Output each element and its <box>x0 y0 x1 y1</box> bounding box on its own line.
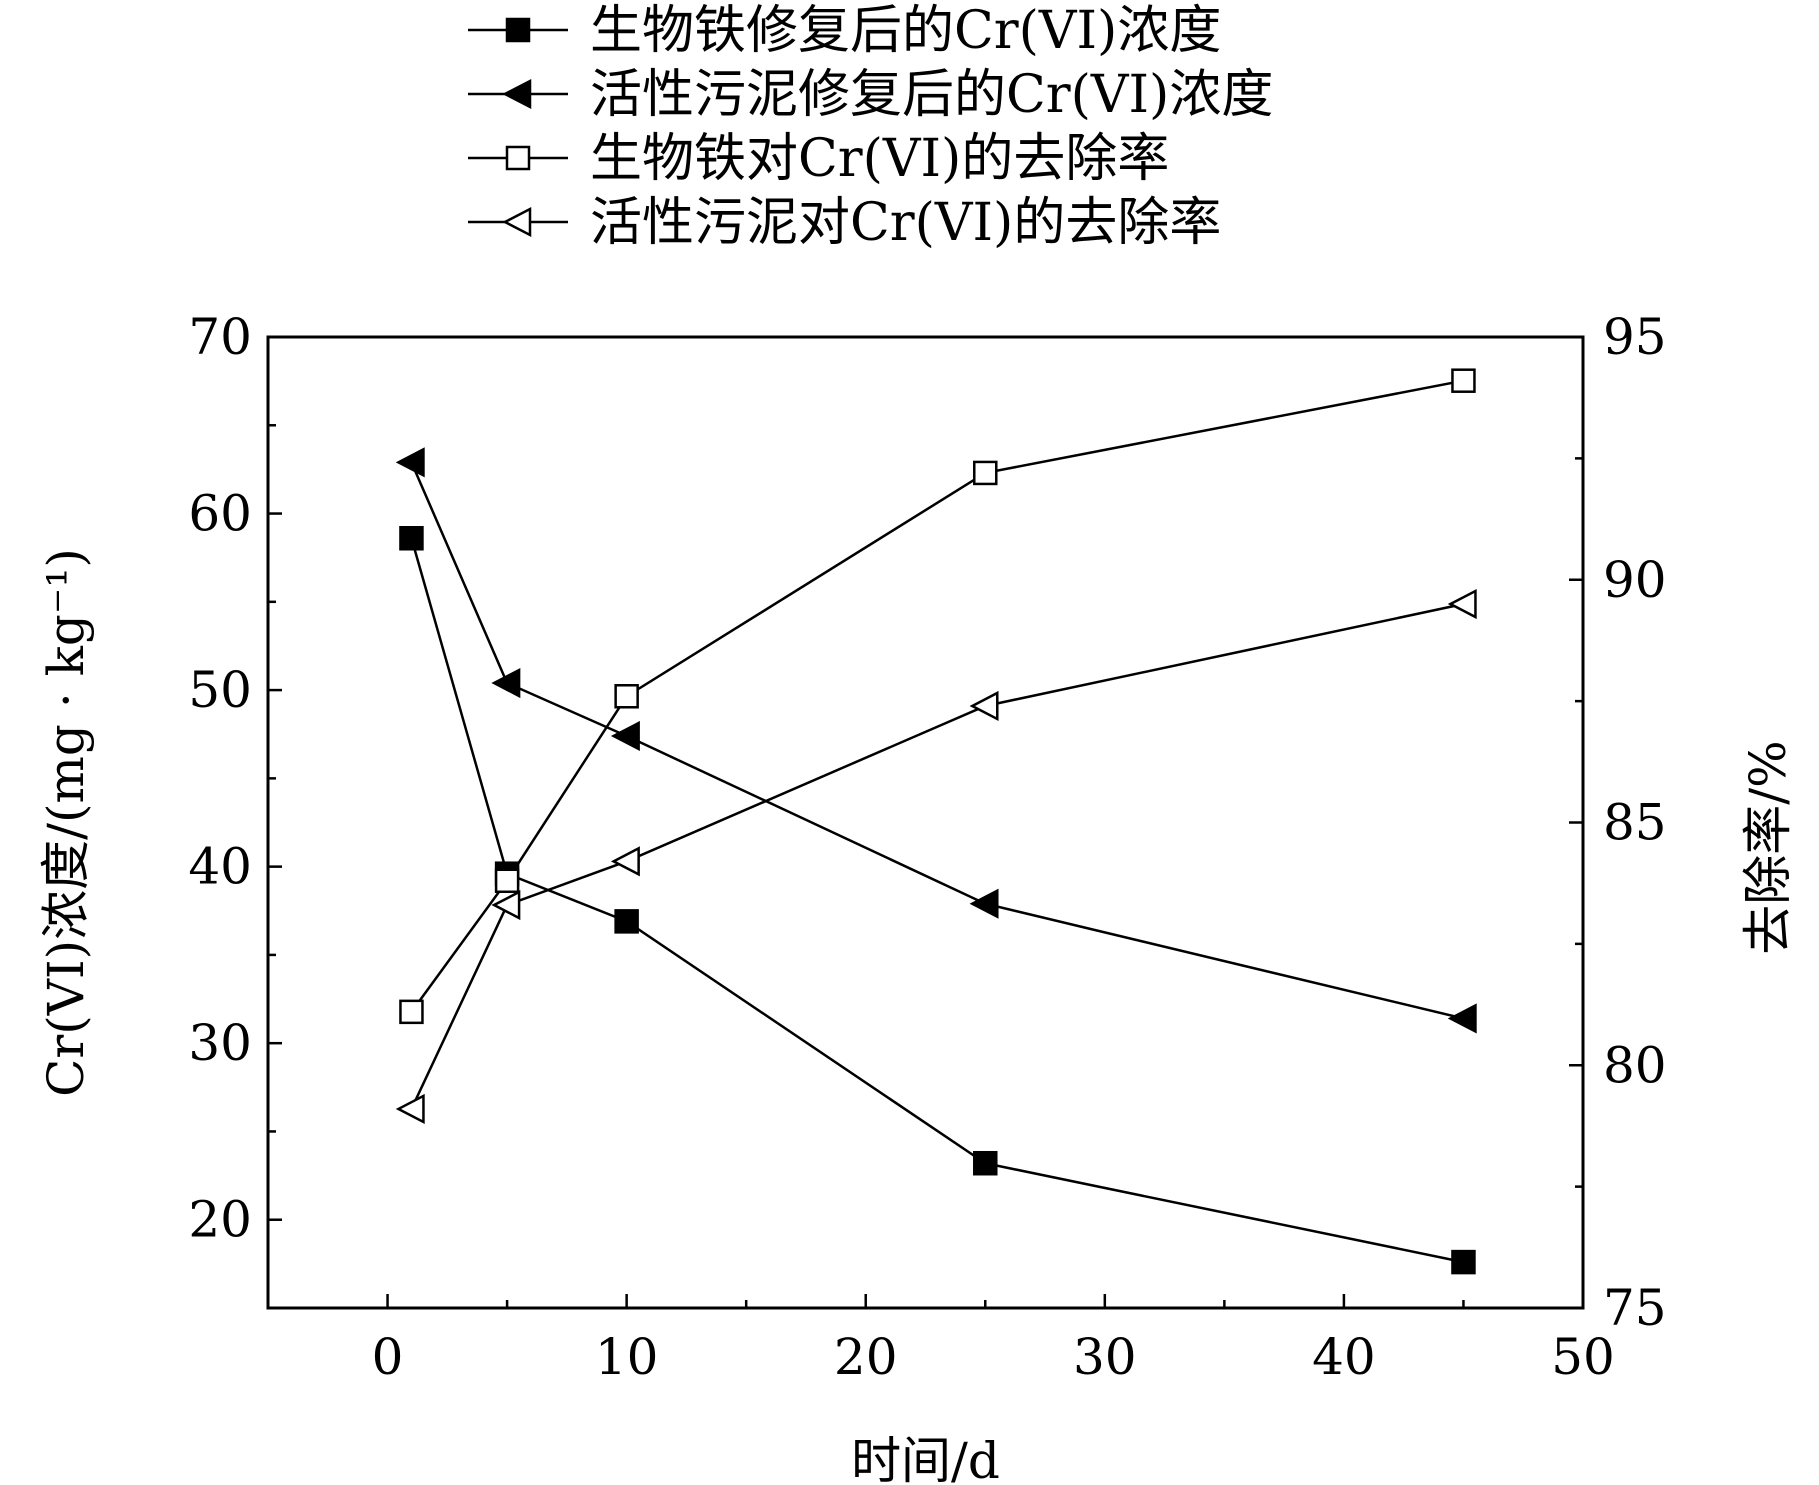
legend-item-1: 生物铁修复后的Cr(VI)浓度 <box>468 1 1221 61</box>
right-y-tick-label: 80 <box>1603 1036 1667 1094</box>
series-4-point <box>491 889 521 921</box>
legend-marker <box>502 78 532 110</box>
legend-item-4: 活性污泥对Cr(VI)的去除率 <box>468 193 1221 253</box>
left-y-axis-label: Cr(VI)浓度/(mg · kg⁻¹) <box>37 548 95 1097</box>
legend: 生物铁修复后的Cr(VI)浓度活性污泥修复后的Cr(VI)浓度生物铁对Cr(VI… <box>468 1 1273 253</box>
legend-label: 活性污泥对Cr(VI)的去除率 <box>590 193 1221 253</box>
legend-marker <box>502 206 532 238</box>
series-1-point <box>614 909 639 934</box>
series-3 <box>399 368 1476 1025</box>
series-2-point <box>969 888 999 919</box>
x-axis-label: 时间/d <box>851 1432 1000 1485</box>
right-y-tick-label: 95 <box>1603 308 1667 366</box>
plot-frame <box>266 335 1585 1310</box>
left-y-tick-label: 50 <box>188 661 252 719</box>
series-2-point <box>491 667 521 699</box>
series-1-point <box>1451 1249 1476 1275</box>
x-tick-label: 20 <box>834 1328 898 1386</box>
legend-marker <box>505 17 531 43</box>
x-tick-label: 50 <box>1551 1328 1615 1386</box>
series-2-point <box>1447 1003 1477 1034</box>
legend-item-3: 生物铁对Cr(VI)的去除率 <box>468 129 1169 189</box>
x-tick-label: 40 <box>1312 1328 1376 1386</box>
series-2 <box>395 447 1477 1034</box>
legend-marker <box>505 145 531 171</box>
series-4-point <box>395 1093 425 1125</box>
series-3-point <box>614 684 639 709</box>
legend-label: 活性污泥修复后的Cr(VI)浓度 <box>590 65 1273 125</box>
legend-label: 生物铁修复后的Cr(VI)浓度 <box>590 1 1221 61</box>
left-y-tick-label: 40 <box>188 838 252 896</box>
series-2-point <box>610 720 640 752</box>
series-4-point <box>1447 588 1477 620</box>
right-y-tick-label: 75 <box>1603 1279 1667 1337</box>
right-y-tick-label: 85 <box>1603 794 1667 852</box>
x-tick-label: 30 <box>1073 1328 1137 1386</box>
x-tick-label: 10 <box>595 1328 659 1386</box>
series-2-line <box>410 461 1464 1020</box>
series-1-line <box>410 537 1464 1264</box>
x-tick-label: 0 <box>372 1328 404 1386</box>
series-3-point <box>973 460 998 486</box>
series-4 <box>395 588 1477 1125</box>
right-y-axis-label: 去除率/% <box>1739 740 1797 954</box>
series-3-point <box>1451 368 1476 393</box>
left-y-tick-label: 60 <box>188 485 252 543</box>
right-y-tick-label: 90 <box>1603 551 1667 609</box>
series-3-line <box>410 379 1464 1013</box>
series-group <box>395 368 1477 1275</box>
series-4-line <box>410 602 1464 1110</box>
series-1-point <box>399 526 424 551</box>
legend-label: 生物铁对Cr(VI)的去除率 <box>590 129 1169 189</box>
series-1 <box>399 526 1476 1275</box>
series-3-point <box>399 999 424 1025</box>
series-4-point <box>969 690 999 722</box>
left-y-tick-label: 30 <box>188 1014 252 1072</box>
series-2-point <box>395 447 425 478</box>
left-y-tick-label: 70 <box>188 308 252 366</box>
legend-item-2: 活性污泥修复后的Cr(VI)浓度 <box>468 65 1273 125</box>
axis-ticks: 0 10 20 30 40 50 20 30 40 50 60 70 75 80 85 90 95 <box>188 308 1666 1386</box>
series-1-point <box>973 1150 998 1176</box>
left-y-tick-label: 20 <box>188 1191 252 1249</box>
series-4-point <box>610 846 640 877</box>
series-3-point <box>494 868 520 894</box>
